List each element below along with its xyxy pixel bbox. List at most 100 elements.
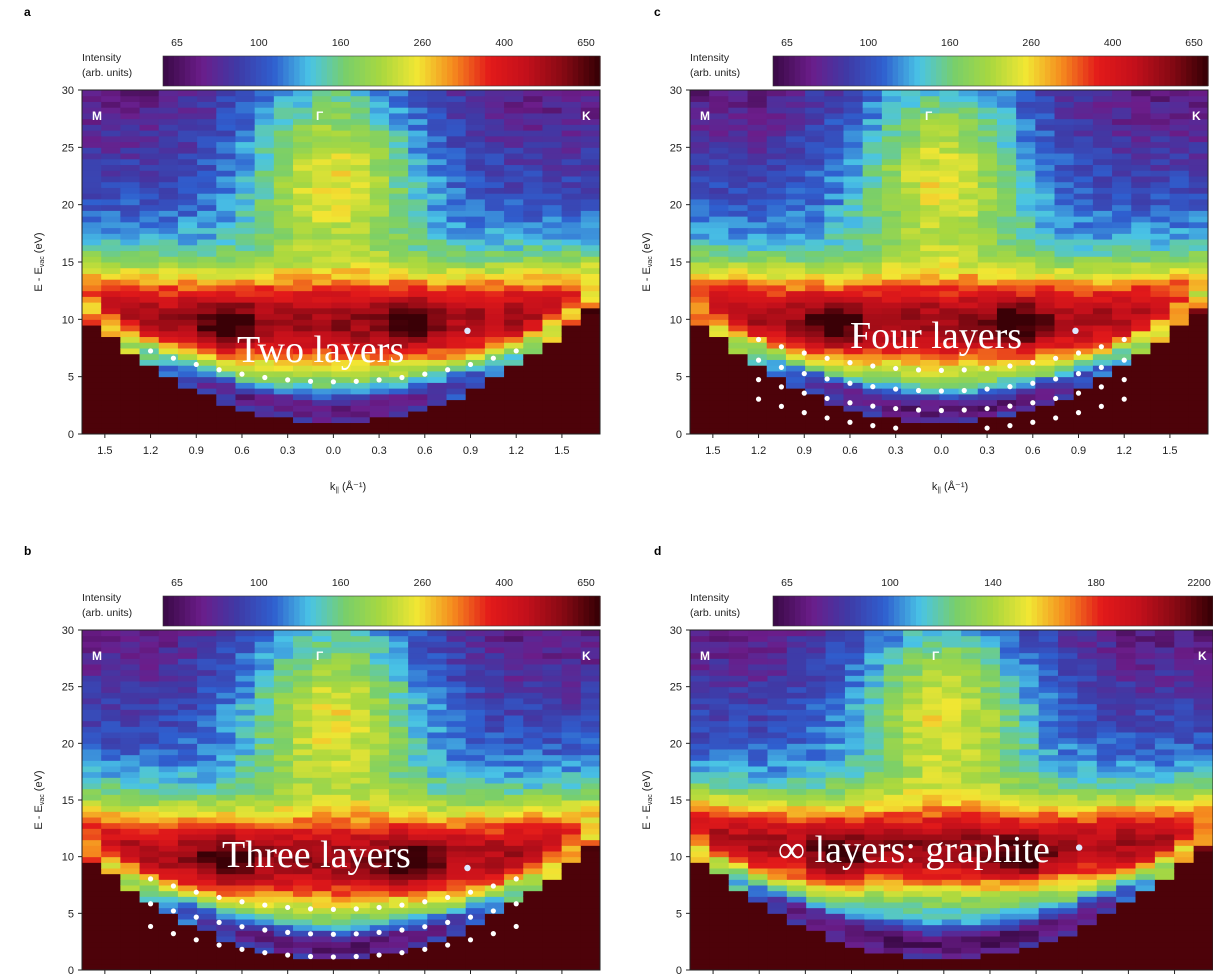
- heatmap-cell: [120, 405, 141, 412]
- heatmap-cell: [369, 641, 390, 648]
- heatmap-cell: [901, 376, 921, 383]
- heatmap-cell: [408, 118, 428, 125]
- heatmap-cell: [824, 170, 844, 177]
- heatmap-cell: [785, 319, 806, 326]
- heatmap-cell: [1016, 118, 1036, 125]
- heatmap-cell: [901, 370, 921, 378]
- heatmap-cell: [1073, 239, 1094, 246]
- heatmap-cell: [484, 760, 505, 767]
- heatmap-cell: [273, 964, 294, 971]
- heatmap-cell: [331, 273, 352, 280]
- heatmap-cell: [824, 95, 844, 102]
- heatmap-cell: [369, 198, 390, 206]
- heatmap-cell: [350, 669, 371, 676]
- x-tick-label: 0.3: [280, 445, 295, 457]
- heatmap-cell: [120, 805, 141, 812]
- heatmap-cell: [996, 359, 1017, 366]
- colorbar-segment: [594, 596, 601, 626]
- band-marker: [984, 386, 990, 392]
- heatmap-cell: [158, 783, 179, 790]
- heatmap-cell: [1131, 422, 1151, 429]
- heatmap-cell: [331, 834, 352, 841]
- colorbar-segment: [397, 56, 404, 86]
- heatmap-cell: [465, 135, 486, 143]
- heatmap-cell: [805, 393, 825, 401]
- heatmap-cell: [728, 336, 749, 343]
- heatmap-cell: [82, 273, 102, 280]
- heatmap-cell: [996, 376, 1017, 383]
- heatmap-cell: [1131, 118, 1151, 125]
- heatmap-cell: [254, 941, 275, 948]
- heatmap-cell: [824, 411, 844, 418]
- heatmap-cell: [1112, 124, 1132, 131]
- colorbar: [772, 55, 1209, 87]
- heatmap-cell: [446, 788, 467, 795]
- heatmap-cell: [408, 267, 428, 274]
- heatmap-cell: [101, 95, 121, 102]
- heatmap-cell: [465, 399, 486, 406]
- heatmap-cell: [523, 176, 543, 183]
- heatmap-cell: [235, 839, 256, 846]
- heatmap-cell: [216, 353, 236, 360]
- heatmap-cell: [881, 279, 902, 286]
- heatmap-cell: [1169, 193, 1190, 200]
- heatmap-cell: [101, 856, 121, 863]
- heatmap-cell: [197, 743, 217, 750]
- heatmap-cell: [1092, 370, 1113, 378]
- heatmap-cell: [728, 221, 749, 229]
- heatmap-cell: [504, 273, 524, 280]
- heatmap-cell: [1054, 153, 1075, 160]
- heatmap-cell: [504, 393, 524, 401]
- heatmap-cell: [216, 101, 236, 108]
- heatmap-cell: [312, 630, 332, 637]
- heatmap-cell: [388, 176, 409, 183]
- heatmap-cell: [1073, 135, 1094, 143]
- heatmap-cell: [235, 964, 256, 971]
- heatmap-cell: [120, 290, 141, 297]
- heatmap-cell: [254, 879, 275, 886]
- heatmap-cell: [1169, 256, 1190, 263]
- heatmap-cell: [312, 686, 332, 693]
- heatmap-cell: [197, 817, 217, 824]
- heatmap-cell: [824, 187, 844, 194]
- heatmap-cell: [331, 698, 352, 705]
- heatmap-cell: [484, 118, 505, 125]
- heatmap-cell: [1150, 135, 1171, 143]
- heatmap-cell: [1092, 118, 1113, 125]
- heatmap-cell: [427, 913, 448, 920]
- heatmap-cell: [484, 233, 505, 240]
- heatmap-cell: [350, 124, 371, 131]
- heatmap-cell: [580, 95, 601, 102]
- heatmap-cell: [139, 221, 160, 229]
- heatmap-cell: [427, 958, 448, 965]
- heatmap-cell: [350, 112, 371, 120]
- heatmap-cell: [1054, 348, 1075, 355]
- heatmap-cell: [1150, 302, 1171, 309]
- heatmap-cell: [350, 664, 371, 671]
- heatmap-cell: [1169, 95, 1190, 102]
- colorbar-segment: [1050, 56, 1057, 86]
- colorbar-segment: [234, 56, 241, 86]
- heatmap-cell: [561, 135, 582, 143]
- colorbar-tick-label: 400: [495, 37, 513, 49]
- heatmap-cell: [216, 890, 236, 897]
- heatmap-cell: [197, 336, 217, 343]
- heatmap-cell: [293, 879, 313, 886]
- heatmap-cell: [427, 198, 448, 206]
- heatmap-cell: [158, 158, 179, 166]
- heatmap-cell: [709, 307, 729, 315]
- heatmap-cell: [881, 376, 902, 383]
- heatmap-cell: [709, 256, 729, 263]
- heatmap-cell: [996, 187, 1017, 194]
- heatmap-cell: [254, 112, 275, 120]
- heatmap-cell: [254, 681, 275, 688]
- heatmap-cell: [350, 422, 371, 429]
- colorbar-segment: [589, 56, 596, 86]
- heatmap-cell: [235, 336, 256, 343]
- heatmap-cell: [369, 256, 390, 263]
- heatmap-cell: [690, 95, 710, 102]
- heatmap-cell: [177, 686, 198, 693]
- heatmap-cell: [82, 885, 102, 892]
- heatmap-cell: [120, 709, 141, 716]
- heatmap-cell: [158, 405, 179, 412]
